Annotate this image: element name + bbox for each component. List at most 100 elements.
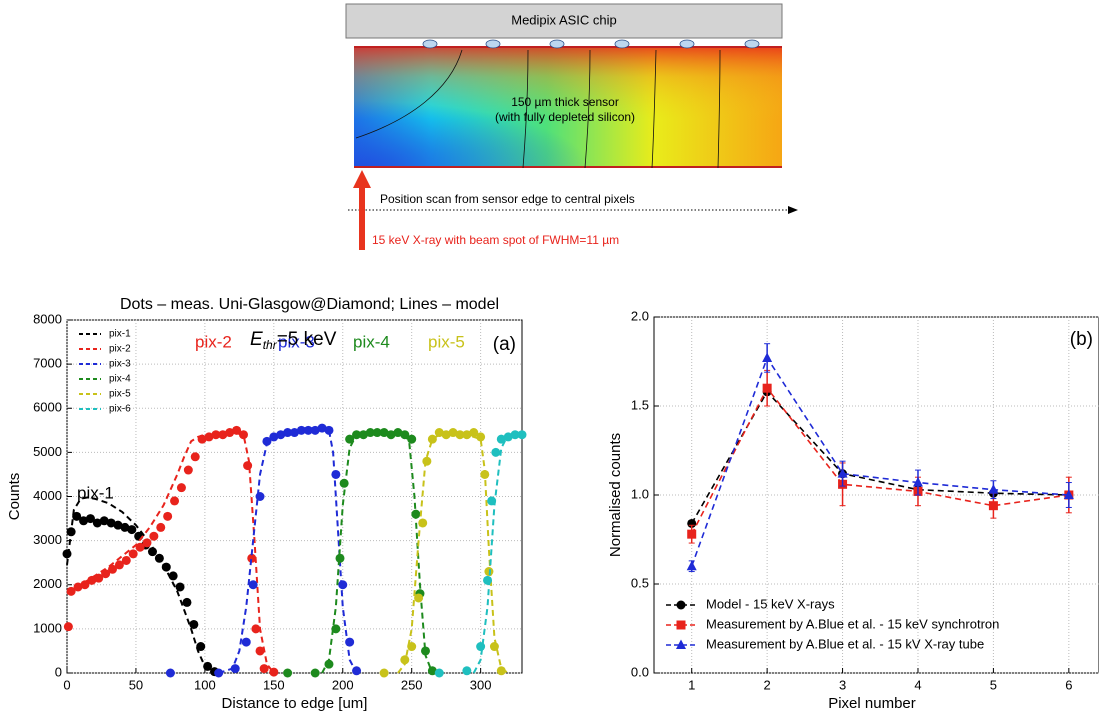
data-point [345, 637, 355, 647]
threshold-symbol: E [250, 329, 263, 350]
x-tick-label: 0 [63, 677, 70, 692]
y-axis-label: Counts [6, 473, 23, 521]
data-point [87, 575, 97, 585]
data-point [487, 496, 497, 506]
data-point [165, 668, 175, 678]
data-point [837, 468, 848, 478]
x-tick-label: 2 [764, 677, 771, 692]
data-point [108, 564, 117, 574]
data-point [484, 567, 494, 577]
plot-area [66, 319, 523, 674]
data-point [259, 664, 269, 674]
threshold-label: Ethr=5 keV [250, 329, 337, 352]
data-point [686, 560, 697, 571]
data-point [190, 452, 200, 462]
series-label: pix-2 [195, 332, 232, 351]
legend-marker [676, 639, 686, 649]
data-point [127, 525, 137, 535]
y-tick-label: 1.5 [631, 397, 649, 412]
y-tick-label: 1.0 [631, 486, 649, 501]
data-point [762, 352, 773, 362]
data-point [365, 428, 375, 438]
model-line [321, 433, 434, 674]
x-axis-label: Distance to edge [um] [222, 695, 368, 712]
data-point [72, 511, 82, 521]
data-point [422, 456, 432, 466]
data-point [251, 624, 261, 634]
data-point [358, 430, 368, 440]
data-point [386, 430, 396, 440]
data-point [762, 383, 772, 393]
data-point [455, 430, 465, 440]
legend-label: pix-5 [109, 389, 131, 400]
data-point [73, 582, 83, 592]
data-point [379, 668, 389, 678]
y-tick-label: 0.0 [631, 664, 649, 679]
legend-label: Measurement by A.Blue et al. - 15 kV X-r… [706, 636, 984, 651]
data-point [175, 582, 185, 592]
y-tick-label: 0.5 [631, 575, 649, 590]
data-point [94, 573, 104, 583]
data-point [243, 461, 253, 471]
data-point [427, 434, 437, 444]
data-point [310, 425, 320, 435]
data-point [232, 425, 242, 435]
legend-label: Measurement by A.Blue et al. - 15 keV sy… [706, 616, 999, 631]
data-point [420, 646, 430, 656]
data-point [99, 516, 109, 526]
data-point [476, 432, 486, 442]
data-point [303, 425, 313, 435]
data-point [142, 538, 152, 548]
data-point [170, 496, 180, 506]
data-point [496, 666, 506, 676]
data-point [434, 668, 444, 678]
beam-arrow [359, 186, 365, 250]
data-point [276, 430, 286, 440]
data-point [331, 469, 341, 479]
data-point [411, 509, 421, 519]
data-point [79, 516, 89, 526]
data-point [372, 428, 382, 438]
series-line [690, 356, 1069, 567]
legend-label: pix-2 [109, 344, 131, 355]
data-point [483, 575, 493, 585]
beam-label: 15 keV X-ray with beam spot of FWHM=11 µ… [372, 233, 619, 247]
x-tick-label: 5 [990, 677, 997, 692]
y-tick-label: 7000 [33, 356, 62, 371]
data-point [203, 661, 213, 671]
data-point [176, 483, 186, 493]
data-point [62, 549, 72, 559]
data-point [352, 430, 362, 440]
data-point [214, 668, 224, 678]
data-point [1063, 489, 1074, 499]
legend-label: pix-3 [109, 359, 131, 370]
x-tick-label: 200 [332, 677, 354, 692]
field-lines [355, 49, 721, 169]
x-tick-label: 6 [1065, 677, 1072, 692]
data-point [491, 447, 501, 457]
data-point [418, 518, 428, 528]
data-point [352, 666, 362, 676]
sensor-label: (with fully depleted silicon) [495, 110, 635, 124]
legend-label: Model - 15 keV X-rays [706, 596, 835, 611]
data-point [687, 529, 697, 539]
y-tick-label: 2000 [33, 576, 62, 591]
data-point [400, 430, 410, 440]
series-label: pix-1 [77, 483, 114, 502]
data-point [331, 624, 341, 634]
sensor-shade [354, 47, 782, 167]
y-tick-label: 6000 [33, 400, 62, 415]
data-point [262, 436, 272, 446]
data-point [496, 434, 506, 444]
data-point [335, 553, 345, 563]
series-label: pix-3 [278, 332, 315, 351]
data-point [135, 542, 145, 552]
data-point [283, 428, 293, 438]
series-line [691, 386, 1069, 535]
x-tick-label: 300 [470, 677, 492, 692]
data-point [204, 432, 214, 442]
y-tick-label: 3000 [33, 532, 62, 547]
data-point [476, 642, 486, 652]
data-point [448, 428, 458, 438]
